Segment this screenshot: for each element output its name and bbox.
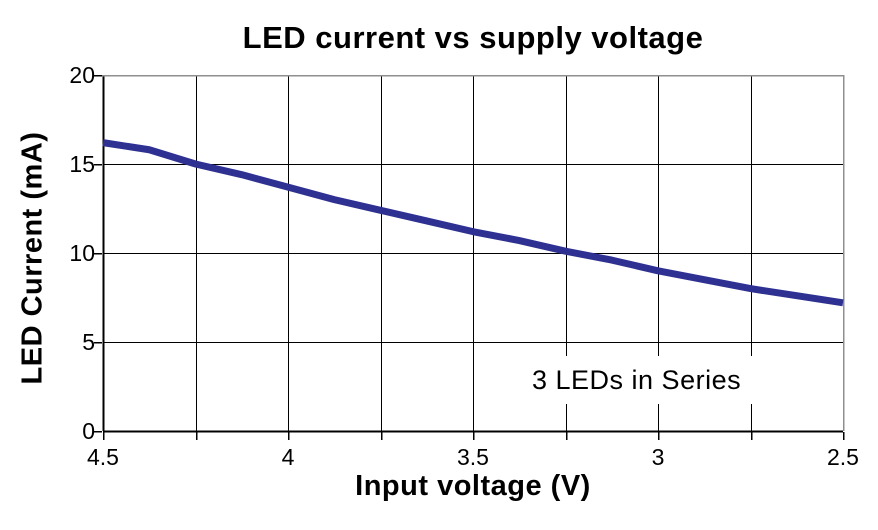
- x-tick-label-4: 4: [281, 444, 295, 470]
- y-tick-label-10: 10: [69, 240, 95, 266]
- x-tick-label-3.5: 3.5: [457, 444, 489, 470]
- x-tick-label-2.5: 2.5: [827, 444, 859, 470]
- y-tick-label-5: 5: [82, 329, 95, 355]
- x-axis-title: Input voltage (V): [355, 470, 591, 502]
- x-tick-label-4.5: 4.5: [87, 444, 119, 470]
- y-tick-label-15: 15: [69, 151, 95, 177]
- chart-title: LED current vs supply voltage: [242, 20, 704, 55]
- y-tick-label-0: 0: [82, 418, 95, 444]
- annotation-3-leds-in-series: 3 LEDs in Series: [528, 356, 834, 404]
- x-tick-label-3: 3: [651, 444, 665, 470]
- series-line-led-current: [102, 139, 844, 307]
- y-tick-label-20: 20: [69, 62, 95, 88]
